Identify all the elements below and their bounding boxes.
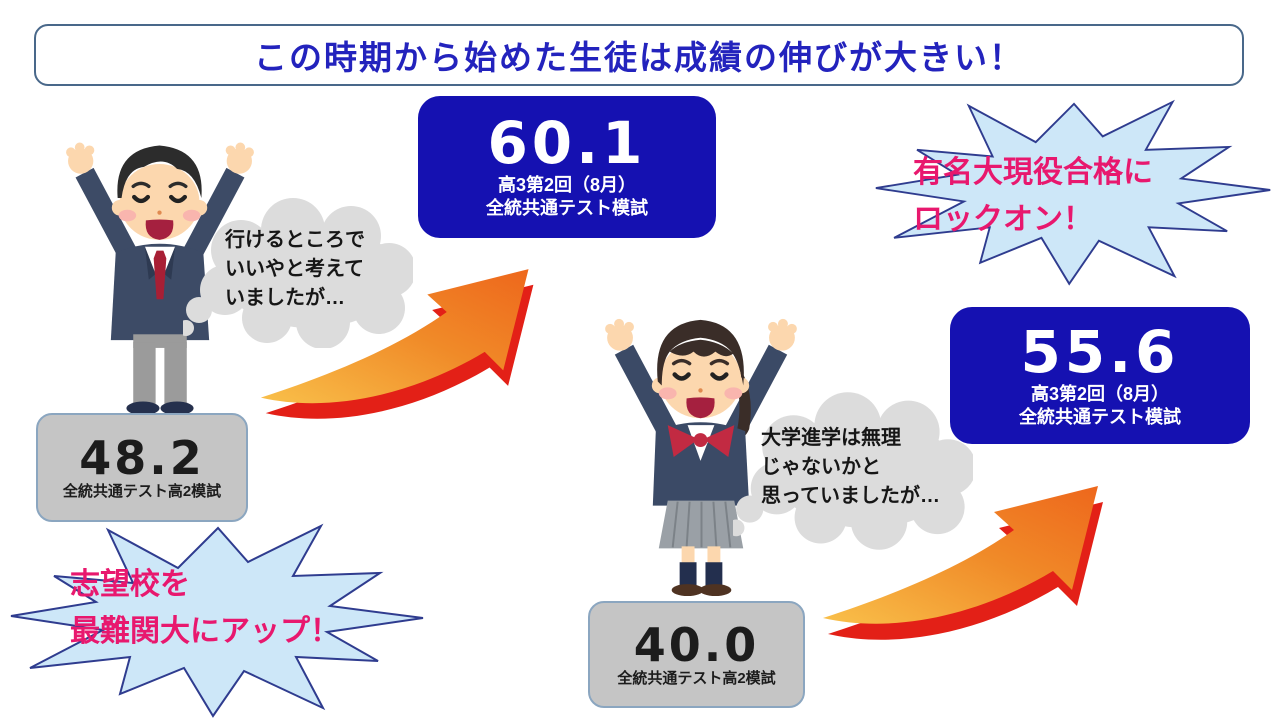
- score-box-after-left: 60.1 高3第2回（8月） 全統共通テスト模試: [418, 96, 716, 238]
- score-value: 40.0: [633, 617, 760, 672]
- thought-text-right: 大学進学は無理 じゃないかと 思っていましたが…: [761, 427, 940, 507]
- thought-bubble-right: 大学進学は無理 じゃないかと 思っていましたが…: [733, 388, 973, 553]
- score-label-line2: 全統共通テスト模試: [1019, 406, 1181, 427]
- girl-illustration: [605, 318, 797, 597]
- man-illustration: [66, 142, 254, 416]
- highlight-text-right: 有名大現役合格に ロックオン！: [913, 156, 1153, 236]
- thought-text-left: 行けるところで いいやと考えて いましたが…: [225, 229, 365, 309]
- highlight-text-left: 志望校を 最難関大にアップ！: [70, 568, 340, 648]
- score-label-line1: 高3第2回（8月）: [497, 175, 637, 196]
- score-label-line1: 高3第2回（8月）: [1030, 383, 1170, 404]
- score-label: 全統共通テスト高2模試: [62, 482, 222, 500]
- highlight-burst-left: 志望校を 最難関大にアップ！: [8, 518, 428, 718]
- score-box-before-right: 40.0 全統共通テスト高2模試: [588, 601, 805, 708]
- score-value: 60.1: [487, 109, 647, 178]
- thought-bubble-left: 行けるところで いいやと考えて いましたが…: [183, 198, 413, 348]
- score-value: 48.2: [79, 430, 205, 485]
- page-title: この時期から始めた生徒は成績の伸びが大きい！: [254, 39, 1024, 76]
- score-value: 55.6: [1020, 317, 1180, 386]
- score-label: 全統共通テスト高2模試: [617, 669, 776, 687]
- title-banner: この時期から始めた生徒は成績の伸びが大きい！: [34, 24, 1244, 86]
- highlight-burst-right: 有名大現役合格に ロックオン！: [873, 84, 1275, 296]
- score-box-after-right: 55.6 高3第2回（8月） 全統共通テスト模試: [950, 307, 1250, 444]
- score-label-line2: 全統共通テスト模試: [486, 198, 648, 219]
- score-box-before-left: 48.2 全統共通テスト高2模試: [36, 413, 248, 522]
